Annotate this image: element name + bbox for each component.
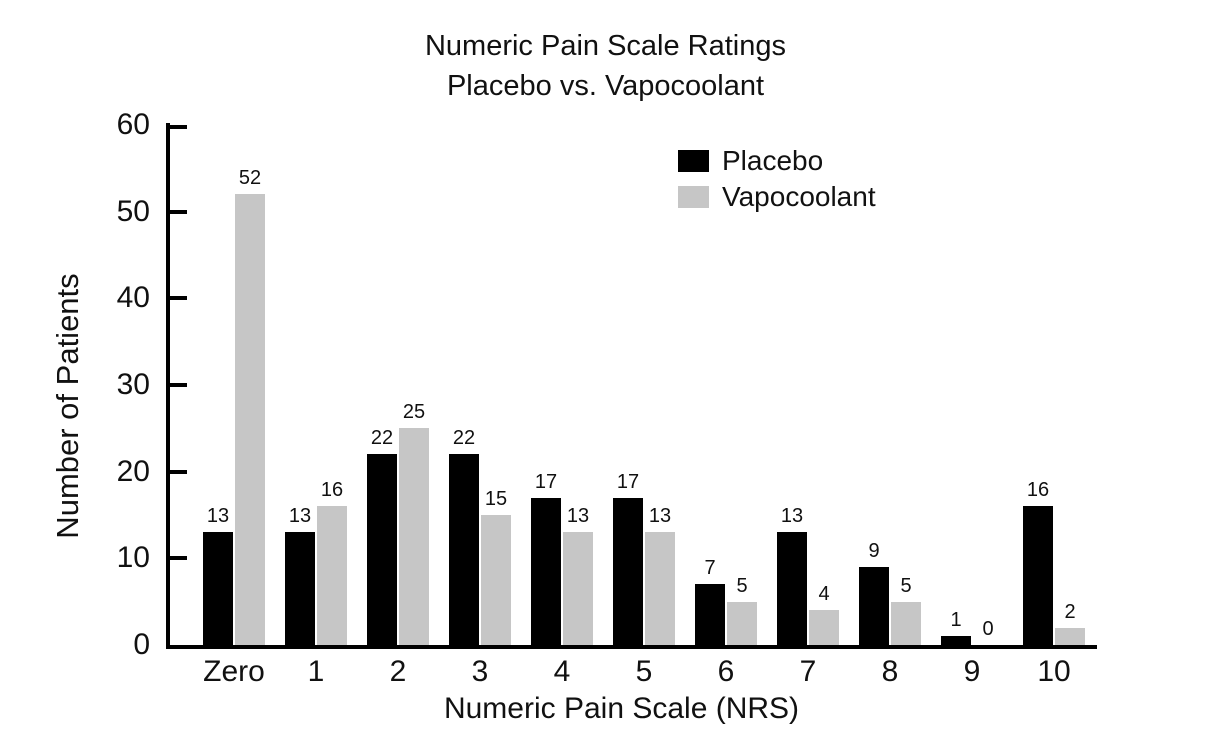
x-tick-label-9: 9 xyxy=(963,655,981,688)
bar-placebo-1 xyxy=(285,532,315,645)
x-tick-label-1: 1 xyxy=(307,655,325,688)
bar-vapocoolant-7 xyxy=(809,610,839,645)
bar-value-placebo-5: 17 xyxy=(616,470,640,493)
bar-value-placebo-3: 22 xyxy=(452,427,476,450)
chart-title-line2: Placebo vs. Vapocoolant xyxy=(446,70,765,102)
bar-vapocoolant-4 xyxy=(563,532,593,645)
y-tick-60 xyxy=(170,125,187,129)
x-tick-label-8: 8 xyxy=(881,655,899,688)
legend-label-placebo: Placebo xyxy=(722,145,824,176)
bar-value-vapocoolant-zero: 52 xyxy=(238,167,262,190)
bar-value-vapocoolant-2: 25 xyxy=(402,401,426,424)
y-axis-title: Number of Patients xyxy=(50,273,85,539)
chart-title: Numeric Pain Scale Ratings Placebo vs. V… xyxy=(0,26,1211,106)
x-tick-label-zero: Zero xyxy=(203,655,265,688)
bar-value-vapocoolant-1: 16 xyxy=(320,479,344,502)
vapocoolant-swatch-icon xyxy=(678,186,709,208)
chart-title-line1: Numeric Pain Scale Ratings xyxy=(424,30,787,62)
y-tick-label-50: 50 xyxy=(116,194,150,228)
bar-value-placebo-10: 16 xyxy=(1026,479,1050,502)
bar-placebo-8 xyxy=(859,567,889,645)
bar-placebo-2 xyxy=(367,454,397,645)
legend-label-vapocoolant: Vapocoolant xyxy=(722,181,876,212)
y-tick-label-30: 30 xyxy=(116,368,150,401)
bar-value-vapocoolant-9: 0 xyxy=(982,618,994,640)
bar-value-vapocoolant-6: 5 xyxy=(736,574,748,597)
bar-value-vapocoolant-7: 4 xyxy=(818,583,830,606)
legend-item-placebo: Placebo xyxy=(678,143,876,179)
y-tick-50 xyxy=(170,209,187,214)
x-axis-line xyxy=(166,645,1097,649)
x-tick-label-5: 5 xyxy=(635,655,653,688)
bar-value-placebo-2: 22 xyxy=(370,427,394,450)
y-tick-label-10: 10 xyxy=(116,541,150,575)
bar-placebo-10 xyxy=(1023,506,1053,645)
bar-value-placebo-7: 13 xyxy=(780,505,804,528)
y-tick-10 xyxy=(170,556,187,561)
x-tick-label-10: 10 xyxy=(1037,655,1071,688)
bar-value-placebo-1: 13 xyxy=(288,505,312,528)
bar-value-vapocoolant-5: 13 xyxy=(648,505,672,528)
x-tick-label-7: 7 xyxy=(799,655,817,688)
y-tick-30 xyxy=(170,383,187,387)
y-axis-line xyxy=(166,123,170,649)
bar-value-vapocoolant-3: 15 xyxy=(484,488,508,510)
bar-vapocoolant-5 xyxy=(645,532,675,645)
bar-vapocoolant-zero xyxy=(235,194,265,645)
legend: Placebo Vapocoolant xyxy=(678,143,876,215)
legend-item-vapocoolant: Vapocoolant xyxy=(678,179,876,215)
bar-value-placebo-9: 1 xyxy=(950,609,962,632)
bar-vapocoolant-3 xyxy=(481,515,511,645)
bar-vapocoolant-10 xyxy=(1055,627,1085,645)
bar-value-placebo-4: 17 xyxy=(534,470,558,493)
bar-placebo-3 xyxy=(449,454,479,645)
bar-value-placebo-8: 9 xyxy=(868,540,880,562)
x-tick-label-2: 2 xyxy=(389,655,407,688)
placebo-swatch-icon xyxy=(678,150,709,172)
bar-placebo-7 xyxy=(777,532,807,645)
bar-placebo-zero xyxy=(203,532,233,645)
y-tick-label-20: 20 xyxy=(116,454,150,488)
x-axis-title: Numeric Pain Scale (NRS) xyxy=(443,692,800,725)
bar-vapocoolant-8 xyxy=(891,601,921,645)
bar-vapocoolant-6 xyxy=(727,601,757,645)
bar-placebo-6 xyxy=(695,584,725,645)
y-tick-label-60: 60 xyxy=(116,108,150,141)
y-tick-40 xyxy=(170,296,187,301)
bar-value-vapocoolant-4: 13 xyxy=(566,505,590,528)
bar-value-placebo-6: 7 xyxy=(704,557,716,580)
bar-placebo-9 xyxy=(941,636,971,645)
y-tick-label-40: 40 xyxy=(116,281,150,315)
bar-vapocoolant-2 xyxy=(399,428,429,645)
x-tick-label-4: 4 xyxy=(553,655,571,688)
x-tick-label-3: 3 xyxy=(471,655,489,688)
bar-value-placebo-zero: 13 xyxy=(206,505,230,528)
bar-placebo-5 xyxy=(613,497,643,645)
bar-vapocoolant-1 xyxy=(317,506,347,645)
y-tick-label-0: 0 xyxy=(133,628,150,661)
bar-value-vapocoolant-8: 5 xyxy=(900,574,912,597)
bar-placebo-4 xyxy=(531,497,561,645)
x-tick-label-6: 6 xyxy=(717,655,735,688)
y-tick-20 xyxy=(170,469,187,474)
bar-value-vapocoolant-10: 2 xyxy=(1064,600,1076,623)
